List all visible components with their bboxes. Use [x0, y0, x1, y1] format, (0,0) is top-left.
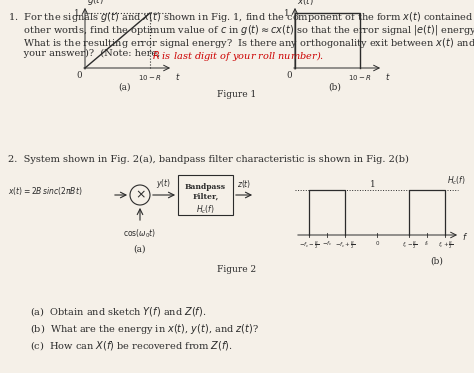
Text: Figure 1: Figure 1 — [218, 90, 256, 99]
Text: $t$: $t$ — [175, 71, 181, 82]
Text: $10-R$: $10-R$ — [138, 73, 162, 82]
Text: What is the resulting error signal energy?  Is there any orthogonality exit betw: What is the resulting error signal energ… — [8, 36, 474, 50]
Text: $10-R$: $10-R$ — [348, 73, 372, 82]
Text: $H_c(f)$: $H_c(f)$ — [447, 175, 466, 187]
Text: $-f_c-\frac{B}{2}$: $-f_c-\frac{B}{2}$ — [300, 239, 319, 251]
Text: 1: 1 — [284, 9, 290, 18]
Text: 1: 1 — [74, 9, 80, 18]
Text: $f$: $f$ — [462, 231, 468, 241]
Text: other words, find the optimum value of $c$ in $g(t) \approx cx(t)$ so that the e: other words, find the optimum value of $… — [8, 23, 474, 37]
Text: $y(t)$: $y(t)$ — [156, 177, 172, 190]
Text: $\times$: $\times$ — [135, 188, 146, 201]
Text: $R$ is last digit of your roll number).: $R$ is last digit of your roll number). — [152, 49, 324, 63]
Text: $H_c(f)$: $H_c(f)$ — [196, 203, 215, 216]
Text: $\cos(\omega_0 t)$: $\cos(\omega_0 t)$ — [123, 228, 156, 241]
Text: (b): (b) — [430, 257, 444, 266]
Text: $0$: $0$ — [375, 239, 380, 247]
Text: (b)  What are the energy in $x(t)$, $y(t)$, and $z(t)$?: (b) What are the energy in $x(t)$, $y(t)… — [30, 322, 259, 336]
Text: $f_c$: $f_c$ — [425, 239, 430, 248]
Text: 0: 0 — [286, 71, 292, 80]
Text: Filter,: Filter, — [192, 193, 219, 201]
Text: $x(t)$: $x(t)$ — [297, 0, 314, 7]
Text: (a): (a) — [134, 245, 146, 254]
Text: $z(t)$: $z(t)$ — [237, 178, 251, 190]
Text: (c)  How can $X(f)$ be recovered from $Z(f)$.: (c) How can $X(f)$ be recovered from $Z(… — [30, 339, 233, 352]
Text: 1: 1 — [370, 180, 375, 189]
Text: $g(t)$: $g(t)$ — [87, 0, 104, 7]
Text: $f_c-\frac{B}{2}$: $f_c-\frac{B}{2}$ — [401, 239, 417, 251]
Text: Figure 2: Figure 2 — [218, 265, 256, 274]
Text: $t$: $t$ — [385, 71, 391, 82]
Text: Bandpass: Bandpass — [185, 183, 226, 191]
Bar — [178, 175, 233, 215]
Text: 1.  For the signals $g(t)$ and $x(t)$ shown in Fig. 1, find the component of the: 1. For the signals $g(t)$ and $x(t)$ sho… — [8, 10, 474, 24]
Text: your answer)?  (Note: here,: your answer)? (Note: here, — [8, 49, 164, 58]
Text: (a): (a) — [119, 83, 131, 92]
Text: (a)  Obtain and sketch $Y(f)$ and $Z(f)$.: (a) Obtain and sketch $Y(f)$ and $Z(f)$. — [30, 305, 206, 318]
Text: $-f_c$: $-f_c$ — [322, 239, 333, 248]
Text: (b): (b) — [328, 83, 341, 92]
Text: 0: 0 — [76, 71, 82, 80]
Text: $-f_c+\frac{B}{2}$: $-f_c+\frac{B}{2}$ — [336, 239, 356, 251]
Text: $x(t) = 2B\,sinc(2\pi Bt)$: $x(t) = 2B\,sinc(2\pi Bt)$ — [8, 185, 82, 197]
Text: 2.  System shown in Fig. 2(a), bandpass filter characteristic is shown in Fig. 2: 2. System shown in Fig. 2(a), bandpass f… — [8, 155, 409, 164]
Text: $f_c+\frac{B}{2}$: $f_c+\frac{B}{2}$ — [438, 239, 453, 251]
